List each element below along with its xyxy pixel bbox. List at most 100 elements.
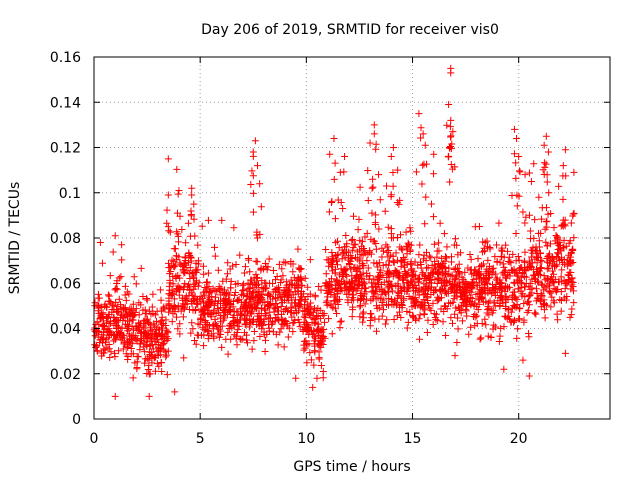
data-point (300, 346, 308, 354)
data-point (303, 307, 311, 315)
data-point (224, 328, 232, 336)
x-tick-label: 0 (90, 431, 99, 447)
data-point (394, 256, 402, 264)
data-point (493, 258, 501, 266)
data-point (540, 171, 548, 179)
data-point (567, 311, 575, 319)
data-point (115, 295, 123, 303)
data-point (450, 266, 458, 274)
data-point (404, 318, 412, 326)
data-point (271, 317, 279, 325)
data-point (266, 302, 274, 310)
data-point (241, 315, 249, 323)
data-point (519, 356, 527, 364)
data-point (547, 303, 555, 311)
data-point (438, 254, 446, 262)
data-point (145, 361, 153, 369)
data-point (312, 315, 320, 323)
data-point (493, 274, 501, 282)
data-point (570, 299, 578, 307)
data-point (453, 241, 461, 249)
data-point (559, 195, 567, 203)
data-point (158, 367, 166, 375)
data-point (220, 289, 228, 297)
data-point (341, 153, 349, 161)
data-point (550, 297, 558, 305)
data-point (528, 275, 536, 283)
data-point (403, 307, 411, 315)
data-point (337, 317, 345, 325)
data-point (187, 329, 195, 337)
y-tick-label: 0.06 (50, 276, 81, 292)
data-point (172, 313, 180, 321)
data-point (220, 316, 228, 324)
data-point (447, 69, 455, 77)
data-point (339, 205, 347, 213)
data-point (455, 303, 463, 311)
data-point (105, 345, 113, 353)
data-point (110, 331, 118, 339)
data-point (330, 134, 338, 142)
data-point (370, 237, 378, 245)
data-point (226, 265, 234, 273)
data-point (483, 237, 491, 245)
data-point (237, 336, 245, 344)
data-point (411, 298, 419, 306)
data-point (565, 251, 573, 259)
data-point (166, 286, 174, 294)
data-point (389, 182, 397, 190)
data-point (473, 269, 481, 277)
data-point (360, 262, 368, 270)
data-point (210, 334, 218, 342)
data-point (532, 310, 540, 318)
data-point (430, 170, 438, 178)
data-point (112, 298, 120, 306)
data-point (540, 141, 548, 149)
data-point (410, 267, 418, 275)
data-point (238, 311, 246, 319)
data-point (260, 316, 268, 324)
data-point (366, 248, 374, 256)
data-point (153, 360, 161, 368)
data-point (415, 110, 423, 118)
data-point (274, 341, 282, 349)
data-point (525, 257, 533, 265)
data-point (531, 309, 539, 317)
data-point (266, 291, 274, 299)
data-point (282, 259, 290, 267)
data-point (433, 253, 441, 261)
data-point (156, 286, 164, 294)
data-point (352, 267, 360, 275)
data-point (379, 306, 387, 314)
data-point (564, 262, 572, 270)
data-point (415, 315, 423, 323)
data-point (467, 323, 475, 331)
data-point (173, 285, 181, 293)
data-point (473, 312, 481, 320)
data-point (454, 314, 462, 322)
data-point (201, 317, 209, 325)
data-point (476, 293, 484, 301)
data-point (509, 288, 517, 296)
data-point (550, 257, 558, 265)
data-point (452, 304, 460, 312)
data-point (397, 313, 405, 321)
data-point (348, 237, 356, 245)
data-point (435, 247, 443, 255)
data-point (118, 312, 126, 320)
data-point (457, 302, 465, 310)
data-point (123, 337, 131, 345)
data-point (331, 215, 339, 223)
data-point (310, 330, 318, 338)
data-point (301, 344, 309, 352)
data-point (473, 281, 481, 289)
data-point (294, 316, 302, 324)
data-point (105, 319, 113, 327)
data-point (135, 311, 143, 319)
data-point (197, 293, 205, 301)
data-point (354, 226, 362, 234)
data-point (258, 277, 266, 285)
data-point (540, 159, 548, 167)
data-point (497, 324, 505, 332)
data-point (367, 250, 375, 258)
